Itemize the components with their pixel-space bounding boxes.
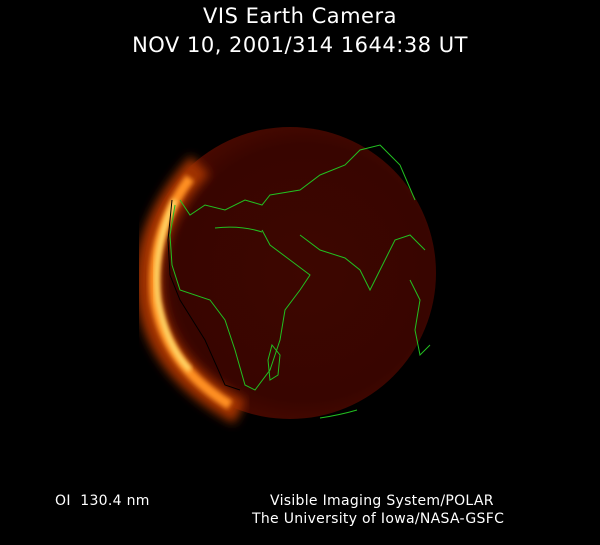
wavelength-label: OI 130.4 nm (55, 493, 150, 509)
coastlines (169, 144, 431, 419)
dayglow-limb-core (154, 198, 192, 372)
image-timestamp: NOV 10, 2001/314 1644:38 UT (132, 33, 468, 57)
credit-line-1: Visible Imaging System/POLAR (270, 493, 494, 509)
earth-disk (144, 127, 436, 419)
terminator-line (167, 199, 241, 391)
credit-line-2: The University of Iowa/NASA-GSFC (252, 511, 505, 527)
image-title: VIS Earth Camera (203, 4, 397, 28)
